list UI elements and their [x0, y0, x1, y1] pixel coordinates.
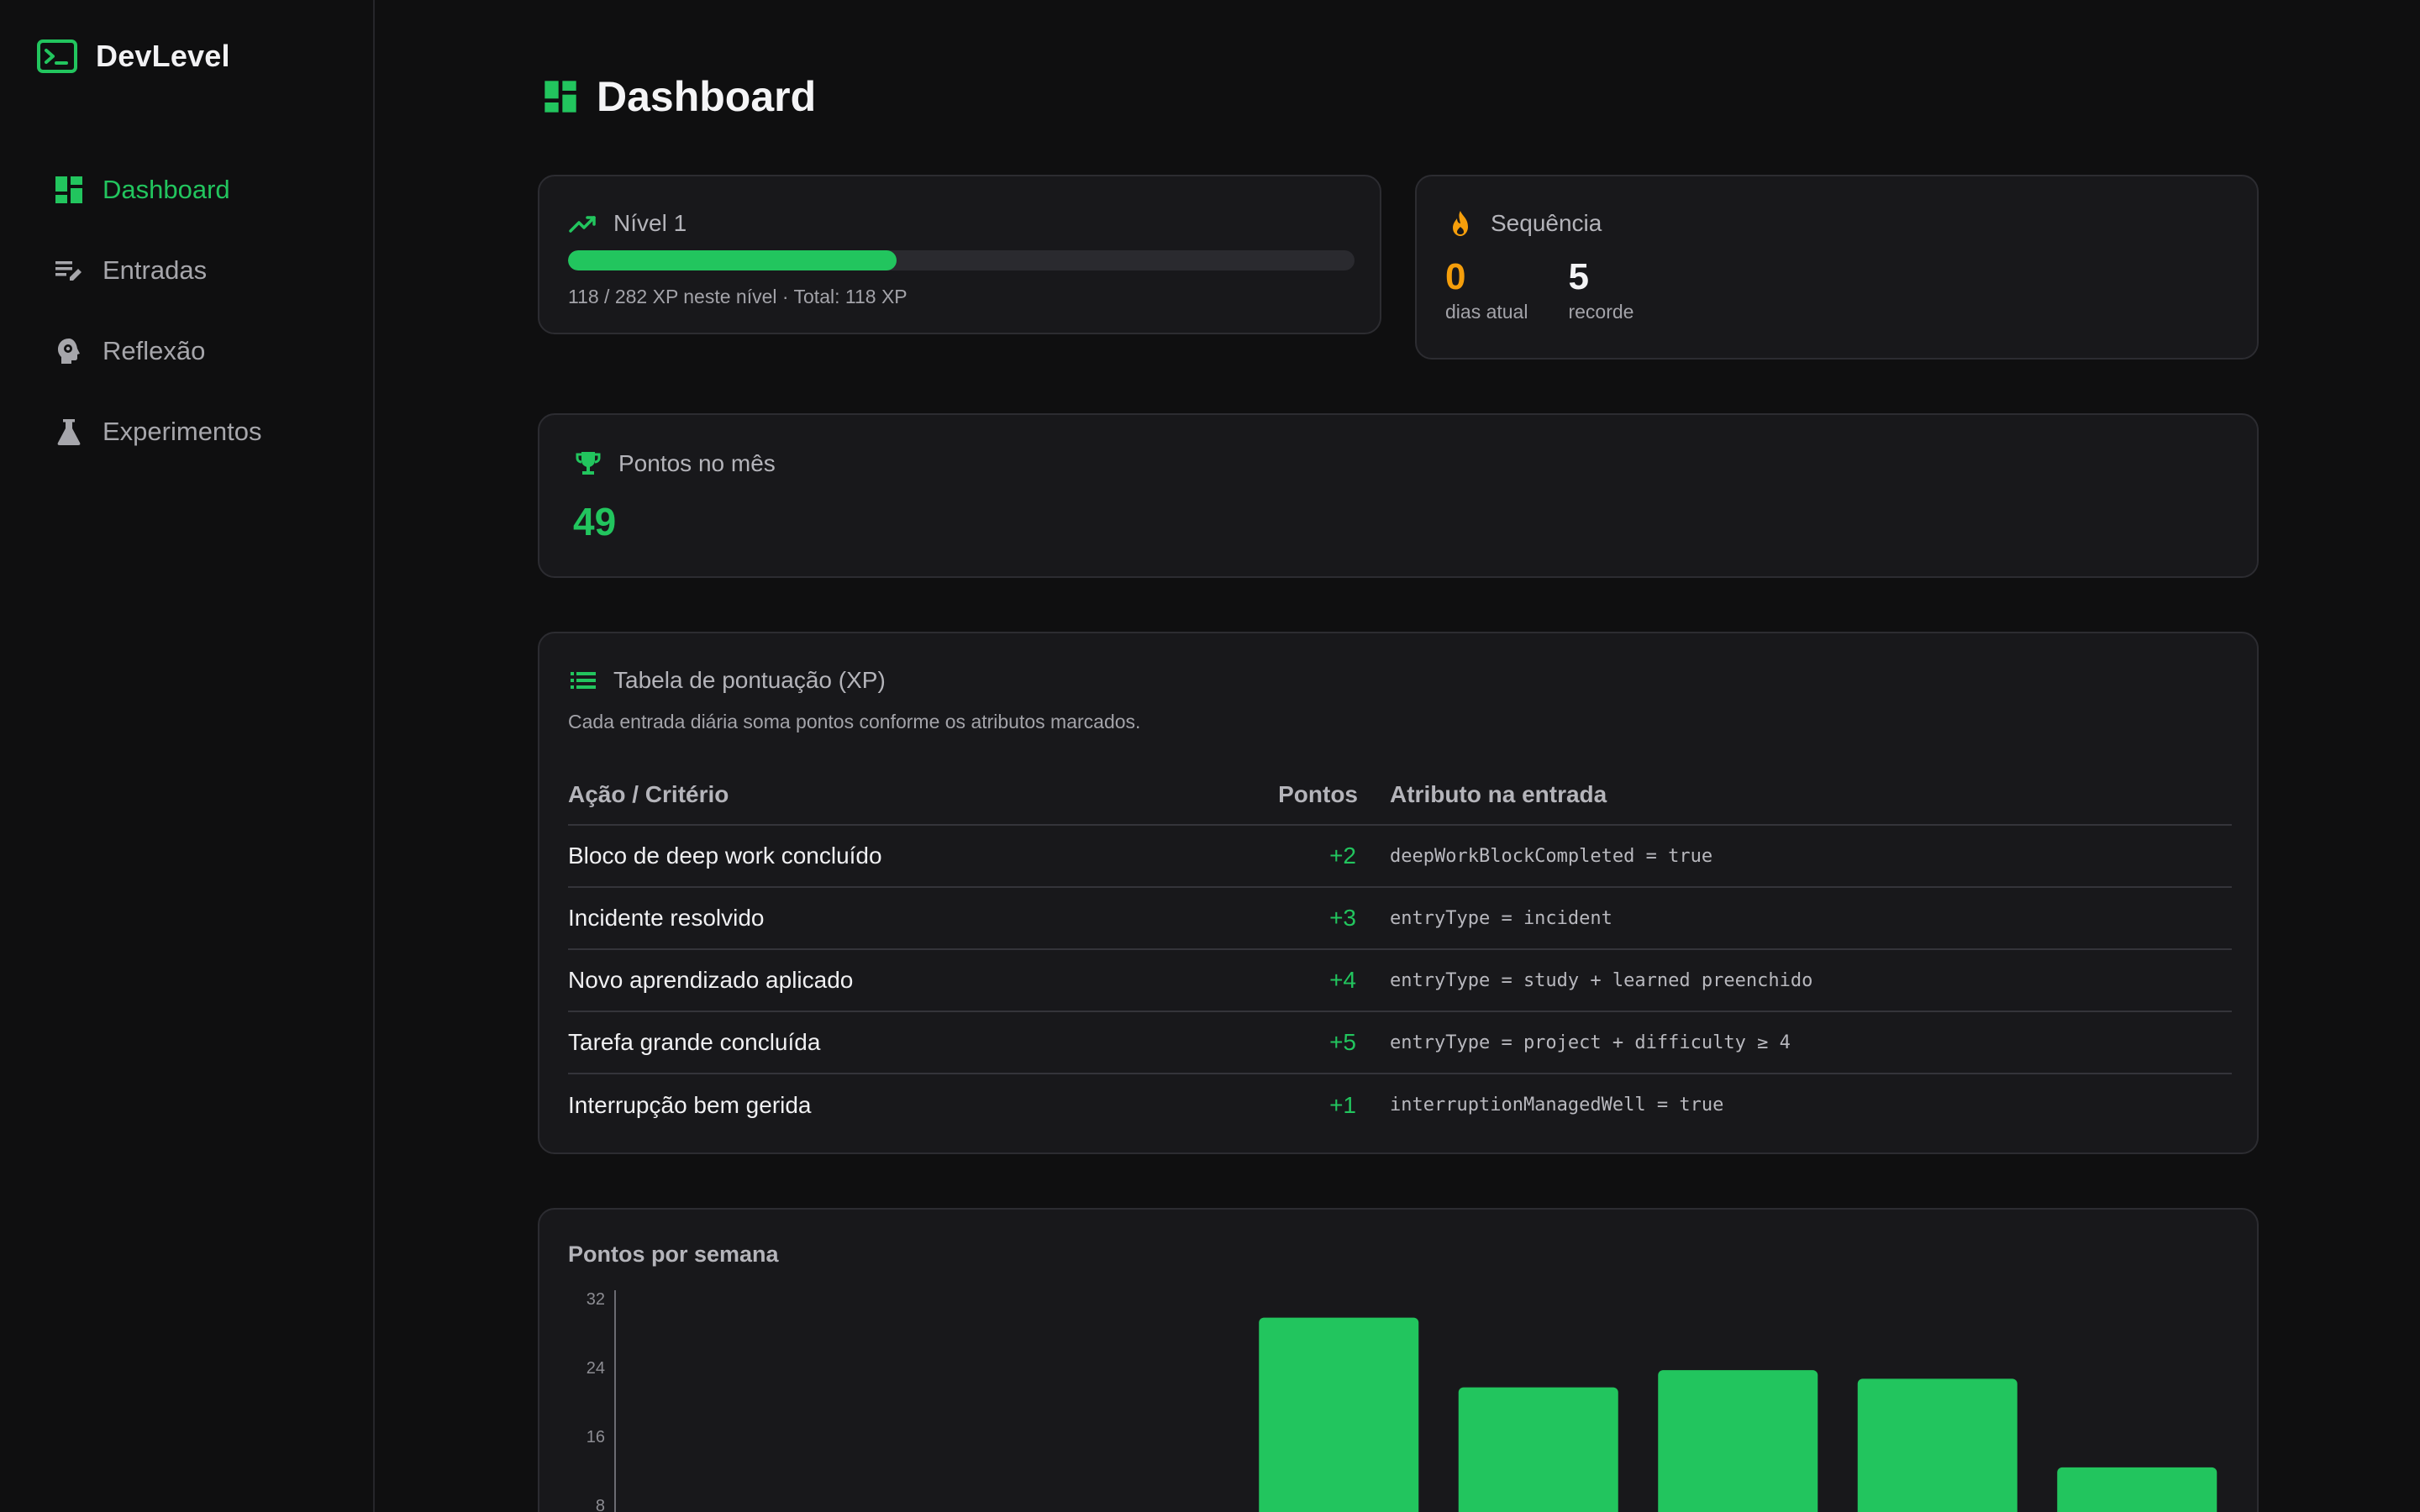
row-attribute: interruptionManagedWell = true — [1390, 1095, 1724, 1116]
column-header-points: Pontos — [1252, 764, 1378, 826]
xp-table-title: Tabela de pontuação (XP) — [613, 667, 886, 693]
row-action: Novo aprendizado aplicado — [568, 949, 1252, 1012]
edit-list-icon — [55, 261, 82, 281]
trophy-icon — [576, 452, 601, 475]
chart-bar[interactable] — [1857, 1378, 2018, 1512]
table-row: Incidente resolvido +3 entryType = incid… — [568, 887, 2232, 950]
dashboard-icon — [544, 81, 576, 113]
weekly-points-chart: 32 24 16 8 — [587, 1290, 2217, 1512]
xp-table-header: Tabela de pontuação (XP) — [568, 665, 886, 696]
row-attribute: deepWorkBlockCompleted = true — [1378, 825, 2232, 888]
streak-title: Sequência — [1491, 210, 1602, 236]
row-action: Interrupção bem gerida — [568, 1091, 812, 1118]
streak-current: 0 dias atual — [1445, 256, 1528, 323]
column-header-action: Ação / Critério — [568, 764, 1252, 826]
level-title: Nível 1 — [613, 210, 687, 236]
level-card: Nível 1 118 / 282 XP neste nível · Total… — [538, 175, 1381, 334]
xp-progress-fill — [568, 250, 897, 270]
page-title-text: Dashboard — [597, 73, 817, 120]
sidebar-item-label: Reflexão — [103, 336, 206, 365]
row-points: +4 — [1252, 949, 1378, 1012]
xp-table-subtitle: Cada entrada diária soma pontos conforme… — [568, 711, 1141, 732]
head-gear-icon — [58, 339, 80, 364]
chart-bar[interactable] — [1259, 1317, 1419, 1512]
row-points: +5 — [1252, 1011, 1378, 1074]
chart-bar[interactable] — [1458, 1387, 1618, 1512]
row-action: Tarefa grande concluída — [568, 1011, 1252, 1074]
sidebar-item-experimentos[interactable]: Experimentos — [54, 391, 356, 472]
row-attribute: entryType = incident — [1378, 887, 2232, 950]
streak-current-label: dias atual — [1445, 301, 1528, 323]
sidebar-item-label: Entradas — [103, 255, 208, 285]
monthly-points-card: Pontos no mês 49 — [538, 413, 2259, 578]
y-tick-label: 32 — [587, 1290, 605, 1309]
xp-table-card: Tabela de pontuação (XP) Cada entrada di… — [538, 632, 2259, 1154]
brand-name: DevLevel — [96, 39, 230, 73]
row-points: +3 — [1252, 887, 1378, 950]
streak-record-label: recorde — [1568, 301, 1634, 323]
sidebar-nav: Dashboard Entradas Reflexão — [54, 150, 356, 472]
sidebar: DevLevel Dashboard Entradas — [0, 0, 375, 1512]
streak-card: Sequência 0 dias atual 5 recorde — [1415, 175, 2259, 360]
row-attribute: entryType = study + learned preenchido — [1378, 949, 2232, 1012]
streak-record-value: 5 — [1568, 256, 1589, 297]
table-row: Bloco de deep work concluído +2 deepWork… — [568, 825, 2232, 888]
trending-up-icon — [569, 216, 596, 233]
xp-progress-bar — [568, 250, 1355, 270]
dashboard-icon — [55, 176, 82, 203]
row-points: +2 — [1252, 825, 1378, 888]
monthly-points-title: Pontos no mês — [618, 450, 776, 476]
level-card-header: Nível 1 — [568, 208, 687, 239]
monthly-points-header: Pontos no mês — [573, 449, 776, 479]
row-action: Bloco de deep work concluído — [568, 825, 1252, 888]
column-header-attribute: Atributo na entrada — [1378, 764, 2232, 826]
list-icon — [571, 672, 596, 689]
sidebar-item-label: Experimentos — [103, 417, 262, 446]
streak-stats: 0 dias atual 5 recorde — [1445, 256, 1634, 323]
weekly-points-chart-card: Pontos por semana 32 24 16 8 — [538, 1208, 2259, 1512]
y-tick-label: 24 — [587, 1359, 605, 1378]
terminal-icon — [37, 39, 77, 73]
table-header-row: Ação / Critério Pontos Atributo na entra… — [568, 764, 2232, 826]
y-tick-label: 8 — [596, 1497, 605, 1512]
row-points: +1 — [1329, 1091, 1356, 1118]
streak-card-header: Sequência — [1445, 208, 1602, 239]
table-row: Tarefa grande concluída +5 entryType = p… — [568, 1011, 2232, 1074]
table-row: Interrupção bem gerida +1 interruptionMa… — [568, 1074, 2232, 1136]
row-attribute: entryType = project + difficulty ≥ 4 — [1378, 1011, 2232, 1074]
streak-current-value: 0 — [1445, 256, 1466, 297]
table-row: Novo aprendizado aplicado +4 entryType =… — [568, 949, 2232, 1012]
y-tick-label: 16 — [587, 1428, 605, 1446]
chart-bar[interactable] — [1658, 1370, 1818, 1512]
sidebar-item-label: Dashboard — [103, 175, 230, 204]
xp-table: Ação / Critério Pontos Atributo na entra… — [568, 764, 2232, 1136]
chart-title: Pontos por semana — [568, 1242, 779, 1267]
row-action: Incidente resolvido — [568, 887, 1252, 950]
fire-icon — [1453, 211, 1468, 236]
xp-progress-text: 118 / 282 XP neste nível · Total: 118 XP — [568, 286, 908, 307]
streak-record: 5 recorde — [1568, 256, 1634, 323]
sidebar-item-reflexao[interactable]: Reflexão — [54, 311, 356, 391]
monthly-points-value: 49 — [573, 500, 617, 543]
brand[interactable]: DevLevel — [37, 39, 230, 74]
page-title: Dashboard — [543, 72, 816, 121]
chart-bar[interactable] — [2057, 1467, 2217, 1512]
sidebar-item-entradas[interactable]: Entradas — [54, 230, 356, 311]
flask-icon — [57, 419, 81, 445]
sidebar-item-dashboard[interactable]: Dashboard — [54, 150, 356, 230]
